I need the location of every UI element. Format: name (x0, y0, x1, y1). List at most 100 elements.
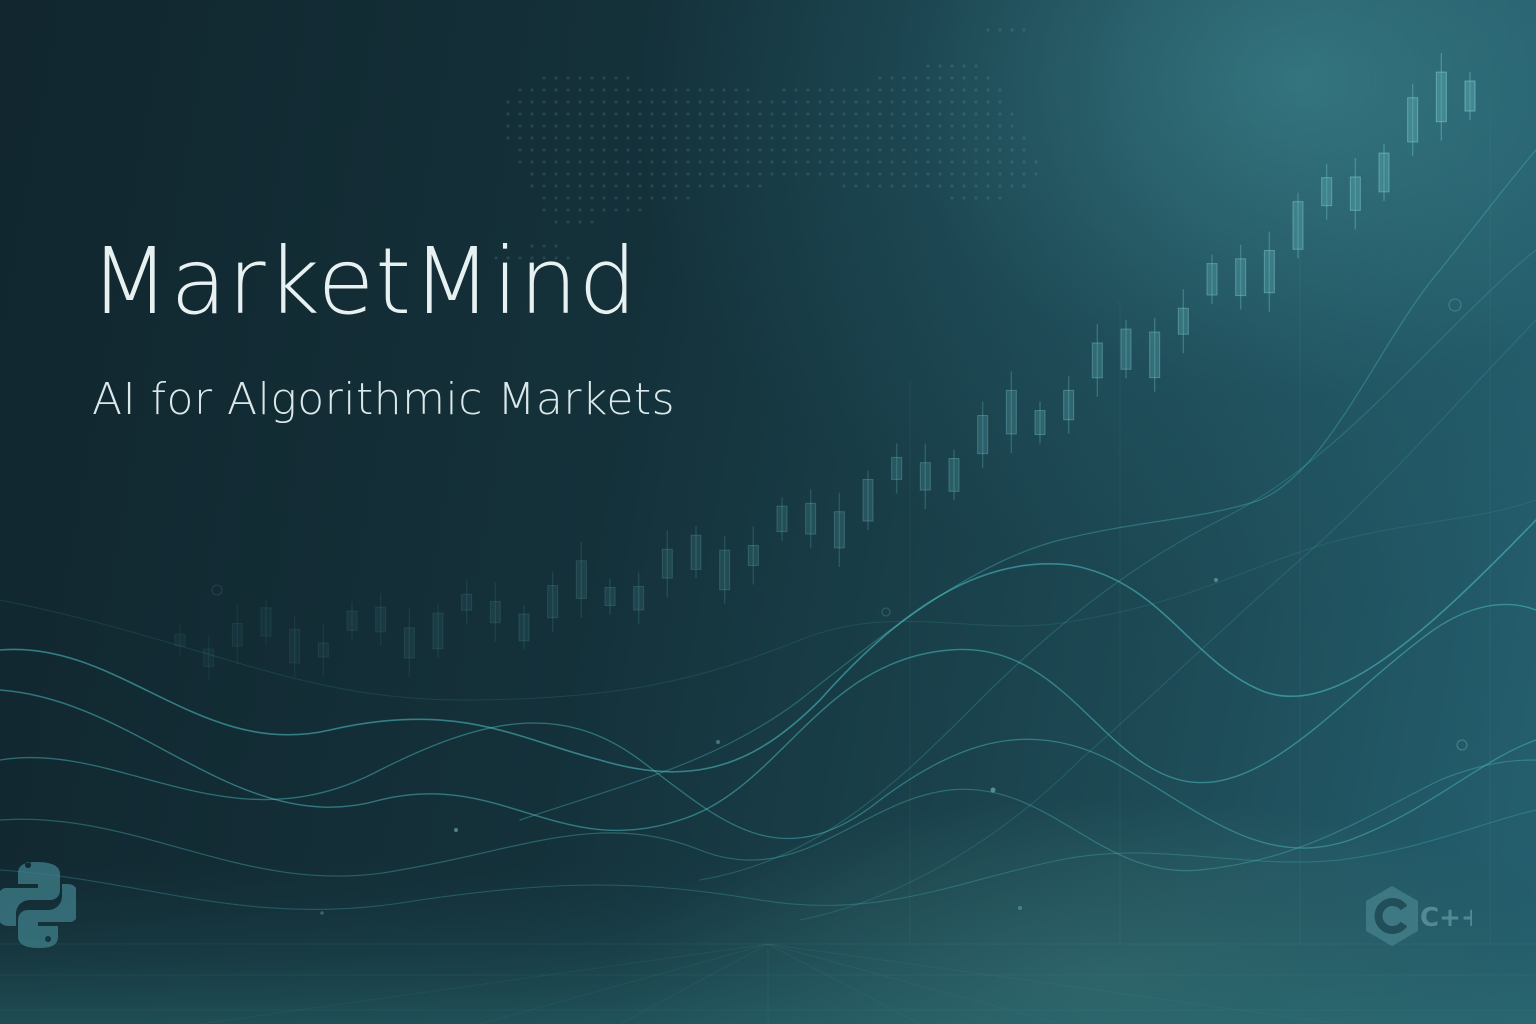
map-dot (926, 76, 930, 80)
map-dot (890, 76, 894, 80)
map-dot (986, 124, 990, 128)
map-dot (542, 100, 546, 104)
map-dot (890, 124, 894, 128)
map-dot (626, 124, 630, 128)
map-dot (1034, 160, 1038, 164)
map-dot (554, 76, 558, 80)
map-dot (818, 172, 822, 176)
map-dot (998, 160, 1002, 164)
map-dot (830, 88, 834, 92)
map-dot (542, 256, 546, 260)
map-dot (830, 136, 834, 140)
candle-body (260, 607, 272, 637)
map-dot (902, 136, 906, 140)
candle-body (1206, 263, 1218, 296)
map-dot (590, 76, 594, 80)
map-dot (494, 256, 498, 260)
map-dot (566, 148, 570, 152)
map-dot (746, 88, 750, 92)
map-dot (746, 124, 750, 128)
map-dot (662, 112, 666, 116)
map-dot (674, 184, 678, 188)
map-dot (890, 148, 894, 152)
map-dot (794, 124, 798, 128)
map-dot (914, 76, 918, 80)
map-dot (878, 184, 882, 188)
candle-body (1235, 258, 1247, 297)
map-dot (542, 196, 546, 200)
map-dot (710, 100, 714, 104)
map-dot (542, 112, 546, 116)
map-dot (926, 112, 930, 116)
map-dot (698, 112, 702, 116)
map-dot (530, 184, 534, 188)
map-dot (638, 148, 642, 152)
map-dot (974, 112, 978, 116)
map-dot (566, 184, 570, 188)
map-dot (746, 136, 750, 140)
map-dot (938, 172, 942, 176)
map-dot (902, 184, 906, 188)
map-dot (1010, 28, 1014, 32)
map-dot (662, 184, 666, 188)
map-dot (998, 88, 1002, 92)
map-dot (554, 88, 558, 92)
map-dot (554, 172, 558, 176)
map-dot (602, 148, 606, 152)
map-dot (722, 148, 726, 152)
map-dot (506, 256, 510, 260)
map-dot (974, 76, 978, 80)
map-dot (674, 160, 678, 164)
map-dot (950, 88, 954, 92)
candle-body (661, 548, 673, 579)
map-dot (818, 160, 822, 164)
map-dot (770, 148, 774, 152)
map-dot (590, 148, 594, 152)
map-dot (566, 88, 570, 92)
map-dot (830, 172, 834, 176)
candle-body (604, 587, 616, 607)
map-dot (554, 196, 558, 200)
map-dot (602, 160, 606, 164)
map-dot (914, 148, 918, 152)
map-dot (938, 124, 942, 128)
map-dot (650, 184, 654, 188)
map-dot (578, 208, 582, 212)
map-dot (842, 88, 846, 92)
map-dot (782, 88, 786, 92)
map-dot (998, 112, 1002, 116)
map-dot (770, 136, 774, 140)
map-dot (566, 256, 570, 260)
map-dot (530, 160, 534, 164)
map-dot (614, 112, 618, 116)
map-dot (806, 136, 810, 140)
map-dot (866, 160, 870, 164)
map-dot (686, 124, 690, 128)
map-dot (554, 184, 558, 188)
map-dot (554, 244, 558, 248)
map-dot (926, 184, 930, 188)
map-dot (878, 160, 882, 164)
python-logo-icon (0, 862, 76, 948)
map-dot (662, 172, 666, 176)
map-dot (554, 112, 558, 116)
map-dot (566, 136, 570, 140)
map-dot (554, 220, 558, 224)
map-dot (566, 112, 570, 116)
map-dot (722, 124, 726, 128)
map-dot (902, 76, 906, 80)
map-dot (890, 136, 894, 140)
candle-body (489, 600, 501, 624)
candle-body (633, 586, 645, 611)
map-dot (998, 184, 1002, 188)
map-dot (890, 112, 894, 116)
map-dot (914, 172, 918, 176)
map-dot (566, 76, 570, 80)
map-dot (614, 196, 618, 200)
map-dot (782, 112, 786, 116)
map-dot (1022, 172, 1026, 176)
map-dot (926, 100, 930, 104)
map-dot (566, 100, 570, 104)
map-dot (854, 148, 858, 152)
